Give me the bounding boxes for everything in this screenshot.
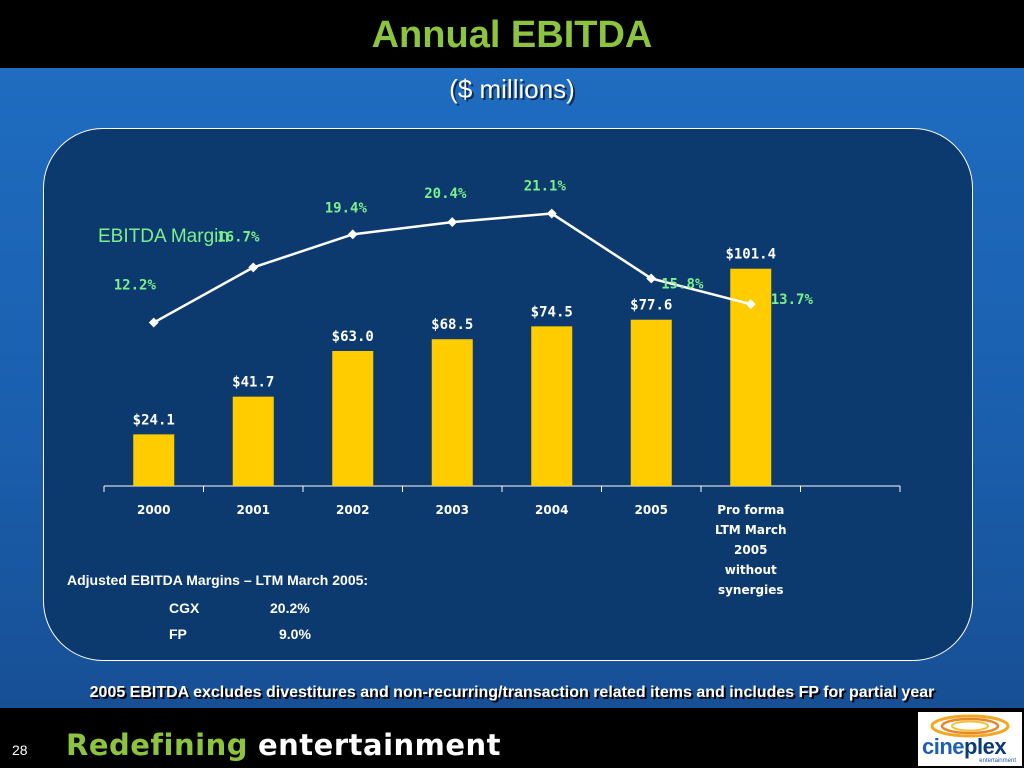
x-tick-label: 2005 [734,543,767,557]
x-tick-label: Pro forma [717,503,784,517]
margin-value-label: 16.7% [217,229,260,245]
bar-2001 [232,396,274,486]
tagline-entertainment: entertainment [257,728,502,762]
bar-value-label: $24.1 [133,412,175,428]
margin-point [646,273,657,284]
margin-row-name-cgx: CGX [169,600,200,616]
bar-2004 [531,326,573,486]
bar-value-label: $41.7 [232,375,274,391]
tagline: Redefining entertainment [66,728,501,762]
logo-word-plex: plex [964,734,1007,759]
margin-value-label: 15.8% [661,276,704,292]
logo-wordmark: cineplex [922,734,1007,760]
logo-swirl-icon [930,714,1010,738]
margin-point [745,299,756,310]
bar-value-label: $63.0 [332,329,374,345]
footnote: 2005 EBITDA excludes divestitures and no… [89,684,935,701]
x-tick-label: without [725,563,777,577]
slide-title: Annual EBITDA [371,14,653,56]
slide-subtitle: ($ millions) [449,74,575,104]
logo-subtext: entertainment [979,758,1016,764]
bar-2003 [431,339,473,486]
margin-point [248,262,259,273]
bar-value-label: $68.5 [431,317,473,333]
margin-value-label: 21.1% [524,179,567,195]
margin-value-label: 12.2% [114,278,157,294]
bar-2000 [133,434,175,486]
footer-bar [0,708,1024,768]
x-tick-label: 2000 [137,503,170,517]
x-tick-label: 2003 [436,503,469,517]
bar-2005 [630,319,672,486]
bar-value-label: $101.4 [725,247,776,263]
margins-heading: Adjusted EBITDA Margins – LTM March 2005… [67,572,369,588]
x-tick-label: synergies [718,583,784,597]
bar-2002 [332,351,374,486]
x-tick-label: 2004 [535,503,568,517]
margin-row-name-fp: FP [169,626,187,642]
cineplex-logo: cineplex entertainment [918,712,1022,766]
x-tick-label: LTM March [715,523,787,537]
tagline-redefining: Redefining [66,728,248,762]
margin-value-label: 13.7% [771,292,814,308]
logo-word-cine: cine [922,734,965,759]
margin-point [148,317,159,328]
margin-row-value-fp: 9.0% [279,626,311,642]
margin-point [546,208,557,219]
margin-series-label: EBITDA Margin [98,226,229,247]
margin-point [347,229,358,240]
margin-value-label: 20.4% [424,186,467,202]
bar-value-label: $74.5 [531,304,573,320]
title-bar [0,0,1024,68]
margin-row-value-cgx: 20.2% [270,600,310,616]
page-number: 28 [12,742,28,758]
x-tick-label: 2002 [336,503,369,517]
margin-point [447,217,458,228]
x-tick-label: 2001 [237,503,270,517]
x-tick-label: 2005 [635,503,668,517]
bar-value-label: $77.6 [630,298,672,314]
margin-value-label: 19.4% [325,200,368,216]
